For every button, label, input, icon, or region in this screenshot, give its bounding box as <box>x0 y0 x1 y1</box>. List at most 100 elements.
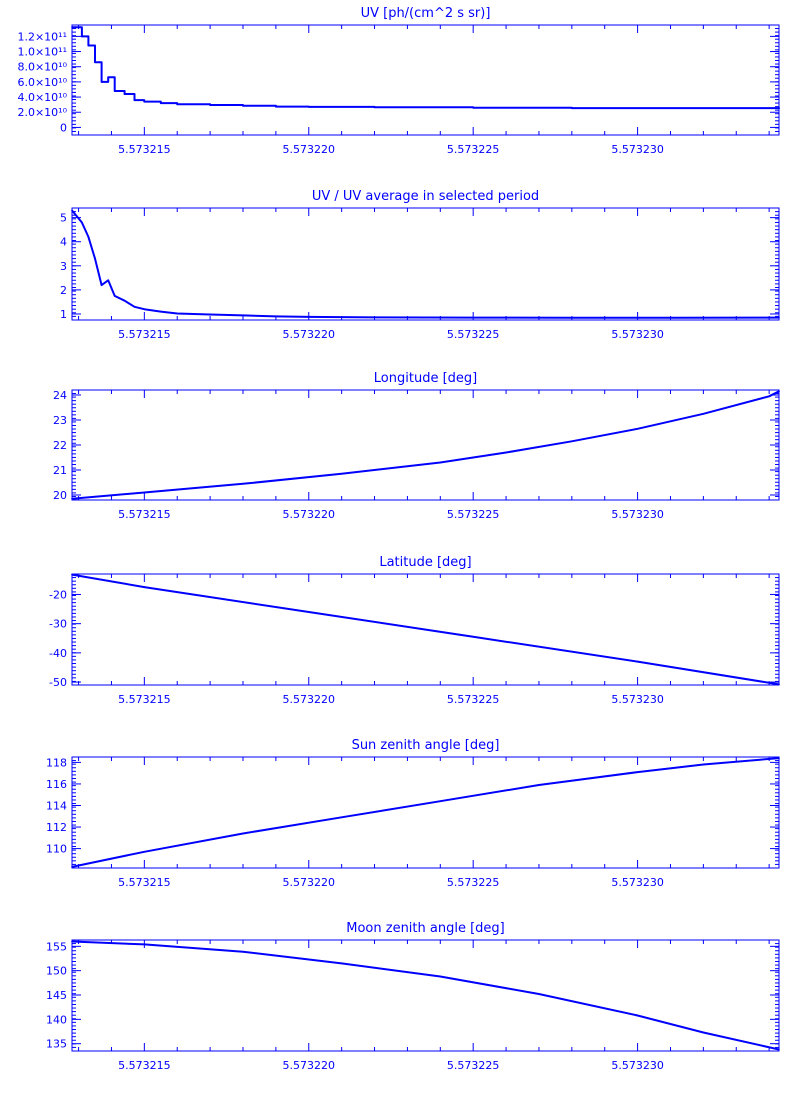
x-tick-label: 5.573220 <box>283 876 336 889</box>
data-point <box>778 316 780 319</box>
y-tick-label: -40 <box>49 647 67 660</box>
x-tick-label: 5.573225 <box>447 1059 500 1072</box>
data-point <box>505 451 507 454</box>
x-tick-label: 5.573230 <box>611 508 664 521</box>
data-point <box>100 81 103 83</box>
data-point <box>81 221 83 224</box>
x-tick-label: 5.573215 <box>118 508 171 521</box>
y-tick-label: 1.2×10¹¹ <box>17 30 67 43</box>
data-point <box>571 107 573 109</box>
x-tick-label: 5.573230 <box>611 876 664 889</box>
data-point <box>340 473 343 475</box>
y-tick-label: 2.0×10¹⁰ <box>17 106 67 119</box>
data-point <box>636 771 639 773</box>
plot-frame <box>71 756 780 869</box>
data-point <box>143 851 146 853</box>
data-point <box>113 295 116 297</box>
y-tick-label: 23 <box>53 414 67 427</box>
chart-panel-1: UV [ph/(cm^2 s sr)] 1.2×10¹¹ 1.0×10¹¹ 8.0×1… <box>17 6 780 156</box>
y-tick-label: 22 <box>53 439 67 452</box>
data-point <box>133 99 136 101</box>
data-point <box>113 90 116 92</box>
series-line <box>71 390 780 500</box>
plot-frame <box>71 573 780 686</box>
data-point <box>143 586 146 588</box>
x-tick-label: 5.573225 <box>447 876 500 889</box>
data-point <box>123 93 126 95</box>
data-point <box>472 636 475 638</box>
data-point <box>308 611 310 613</box>
x-tick-label: 5.573220 <box>283 693 336 706</box>
chart-panel-6: Moon zenith angle [deg] 155 150 145 140 135 5.… <box>46 921 780 1072</box>
series-line <box>71 940 780 1051</box>
x-tick-label: 5.573220 <box>283 1059 336 1072</box>
data-point <box>160 102 162 104</box>
data-point <box>778 757 780 759</box>
data-point <box>571 440 573 443</box>
data-point <box>242 314 244 317</box>
data-point <box>472 106 475 109</box>
x-tick-label: 5.573230 <box>611 693 664 706</box>
y-tick-label: 1 <box>60 308 67 321</box>
data-point <box>71 940 73 943</box>
data-point <box>87 236 90 238</box>
y-tick-label: 5 <box>60 212 67 225</box>
y-tick-label: 145 <box>46 989 67 1002</box>
data-point <box>143 943 146 946</box>
data-point <box>71 26 73 29</box>
data-point <box>71 209 73 212</box>
data-point <box>275 105 277 108</box>
data-point <box>100 284 103 286</box>
y-tick-label: 1.0×10¹¹ <box>17 46 67 59</box>
data-point <box>778 1048 780 1051</box>
y-tick-label: 116 <box>46 778 67 791</box>
y-tick-label: 110 <box>46 843 67 856</box>
data-point <box>636 660 639 663</box>
data-point <box>242 950 244 953</box>
data-point <box>71 573 73 576</box>
data-point <box>340 962 343 965</box>
chart-title: UV / UV average in selected period <box>312 189 539 204</box>
chart-title: Latitude [deg] <box>379 555 471 570</box>
x-tick-label: 5.573225 <box>447 143 500 156</box>
y-tick-label: 118 <box>46 756 67 769</box>
y-tick-label: 3 <box>60 260 67 273</box>
data-point <box>340 816 343 819</box>
y-tick-label: -20 <box>49 588 67 601</box>
data-point <box>176 312 178 315</box>
data-point <box>373 316 376 319</box>
x-tick-label: 5.573220 <box>283 328 336 341</box>
y-tick-label: 114 <box>46 799 67 812</box>
series-line <box>71 209 780 319</box>
data-point <box>636 428 639 430</box>
x-tick-label: 5.573215 <box>118 143 171 156</box>
data-point <box>176 103 178 106</box>
chart-title: Sun zenith angle [deg] <box>352 738 500 753</box>
y-tick-label: 0 <box>60 121 67 134</box>
x-tick-label: 5.573215 <box>118 328 171 341</box>
y-tick-label: 155 <box>46 940 67 953</box>
data-point <box>308 316 310 318</box>
y-tick-label: 150 <box>46 965 67 978</box>
data-point <box>308 106 310 108</box>
y-tick-label: 8.0×10¹⁰ <box>17 61 67 74</box>
series-line <box>71 757 780 868</box>
data-point <box>242 105 244 107</box>
data-point <box>669 107 672 109</box>
x-tick-label: 5.573230 <box>611 143 664 156</box>
x-tick-label: 5.573215 <box>118 693 171 706</box>
data-point <box>87 44 90 47</box>
x-tick-label: 5.573230 <box>611 328 664 341</box>
data-point <box>107 76 109 79</box>
y-tick-label: 20 <box>53 489 67 502</box>
data-point <box>209 313 211 316</box>
data-point <box>571 317 573 319</box>
chart-title: UV [ph/(cm^2 s sr)] <box>361 6 491 21</box>
data-point <box>242 832 244 835</box>
data-point <box>636 1014 639 1017</box>
y-tick-label: 140 <box>46 1013 67 1026</box>
data-point <box>123 299 126 302</box>
y-tick-label: 4.0×10¹⁰ <box>17 91 67 104</box>
x-tick-label: 5.573230 <box>611 1059 664 1072</box>
data-point <box>702 1031 705 1034</box>
